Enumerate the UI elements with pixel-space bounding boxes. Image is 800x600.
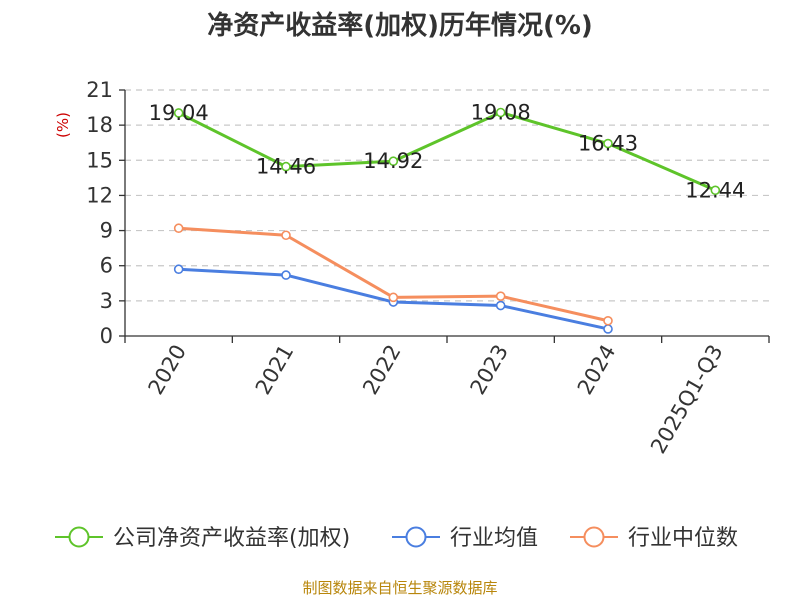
grid-layer (125, 89, 769, 302)
x-tick-label: 2023 (465, 341, 513, 399)
legend-label: 行业均值 (450, 526, 538, 551)
y-tick-label: 9 (100, 219, 113, 243)
source-note: 制图数据来自恒生聚源数据库 (302, 579, 497, 597)
data-label-layer: 19.04 14.46 14.92 19.08 16.43 12.44 (149, 100, 746, 202)
y-tick-label: 15 (86, 148, 113, 172)
y-tick-label: 21 (86, 78, 113, 102)
data-point (388, 156, 399, 167)
data-point (281, 270, 291, 280)
x-tick-label: 2025Q1-Q3 (646, 341, 728, 458)
data-point (173, 223, 184, 234)
data-label: 12.44 (685, 178, 745, 202)
data-point (388, 292, 399, 303)
data-point (495, 300, 506, 311)
legend-item: 公司净资产收益率(加权) (55, 526, 350, 551)
series-line (177, 226, 610, 323)
data-label: 14.92 (363, 149, 423, 173)
data-point (710, 185, 721, 196)
legend-marker (583, 526, 605, 548)
data-point (173, 264, 184, 275)
series-line (177, 110, 717, 192)
data-point (281, 161, 291, 172)
chart-title: 净资产收益率(加权)历年情况(%) (207, 10, 593, 41)
data-label: 19.04 (149, 101, 209, 125)
x-tick-label: 2022 (358, 341, 406, 399)
data-point (173, 108, 184, 118)
x-tick-label: 2024 (573, 341, 621, 399)
legend-label: 行业中位数 (628, 526, 738, 551)
x-tick-label: 2021 (251, 341, 299, 399)
legend-label: 公司净资产收益率(加权) (113, 526, 350, 551)
y-tick-label: 0 (100, 324, 113, 348)
data-point (603, 138, 613, 149)
data-label: 16.43 (578, 132, 638, 156)
y-tick-label: 18 (86, 113, 113, 137)
y-tick-label: 3 (100, 289, 113, 313)
data-point (495, 107, 506, 118)
y-axis-label: (%) (54, 112, 72, 138)
legend-item: 行业中位数 (570, 526, 738, 551)
data-point (603, 315, 613, 326)
y-tick-label: 12 (86, 183, 113, 207)
legend-marker (405, 526, 427, 548)
y-tick-label: 6 (100, 254, 113, 278)
data-point (281, 230, 291, 241)
legend-item: 行业均值 (392, 526, 538, 551)
data-label: 14.46 (256, 155, 316, 179)
legend-marker (68, 526, 90, 548)
series-layer (173, 107, 721, 334)
axis-layer: 0 3 6 9 12 15 18 21 2020 2021 2022 2023 2024 2025Q1-Q… (86, 78, 770, 458)
data-label: 19.08 (471, 100, 531, 124)
legend: 公司净资产收益率(加权) 行业均值 行业中位数 (55, 526, 738, 551)
x-tick-label: 2020 (143, 341, 191, 399)
data-point (495, 291, 506, 301)
data-point (603, 324, 613, 334)
